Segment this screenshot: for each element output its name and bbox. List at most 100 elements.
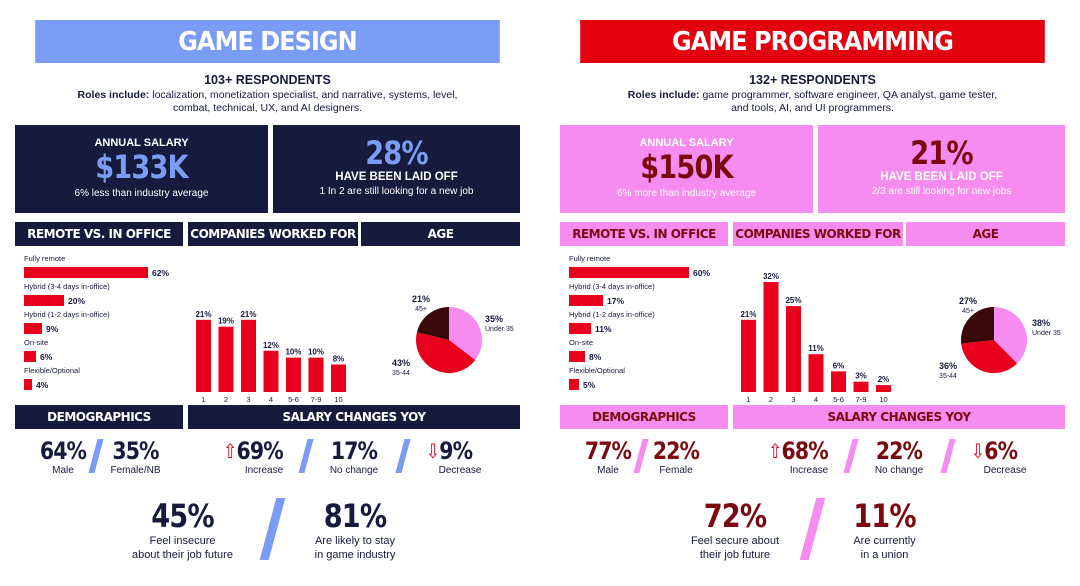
companies-bar [218, 326, 234, 392]
remote-bar-value: 8% [589, 351, 602, 362]
laid-off-card: 28% HAVE BEEN LAID OFF 1 In 2 are still … [273, 125, 520, 213]
companies-bar [786, 306, 801, 392]
remote-bar-value: 6% [40, 351, 53, 362]
remote-row: On-site 6% [24, 338, 189, 366]
laid-off-sub: 2/3 are still looking for new jobs [871, 186, 1012, 197]
age-slice-value: 43% [392, 358, 410, 368]
no-change-value: 17% [330, 437, 378, 465]
remote-row-label: Hybrid (1-2 days in-office) [24, 310, 110, 319]
remote-bar [569, 267, 689, 279]
remote-row: Fully remote 62% [24, 254, 189, 282]
age-slice-label: Under 35 [1032, 330, 1061, 337]
laid-off-value: 28% [365, 134, 428, 172]
companies-bar-label: 2% [878, 375, 890, 384]
companies-bar-label: 12% [263, 341, 279, 350]
roles-label: Roles include: [627, 89, 700, 101]
age-slice [961, 307, 994, 344]
companies-bar [808, 354, 824, 392]
union-membership: 11% Are currently in a union [822, 498, 947, 562]
companies-chart: 21%132%225%311%46%5-63%7-92%10or more [740, 272, 891, 402]
female-value: 22% [652, 437, 700, 465]
remote-row: Hybrid (3-4 days in-office) 17% [569, 282, 734, 310]
companies-header: COMPANIES WORKED FOR [733, 222, 903, 246]
remote-bar-value: 20% [68, 295, 86, 306]
companies-tick-label: 10 [879, 395, 887, 402]
roles-list: localization, monetization specialist, a… [149, 89, 458, 114]
female-label: Female [659, 465, 693, 476]
no-change-label: No change [874, 465, 924, 476]
companies-bar-label: 6% [833, 361, 845, 370]
demographics-header: DEMOGRAPHICS [560, 405, 728, 429]
male-label: Male [52, 465, 74, 476]
stay-label-2: in game industry [314, 549, 396, 561]
remote-bar [24, 323, 42, 335]
age-slice-label: 35-44 [392, 370, 410, 377]
salary-increase: ⇧68% Increase [758, 437, 838, 477]
no-change-value: 22% [875, 437, 923, 465]
demo-female: 22% Female [646, 437, 706, 477]
age-slice-value: 35% [485, 314, 503, 324]
increase-value: 69% [236, 437, 284, 465]
companies-bar [263, 350, 279, 392]
demographics-header: DEMOGRAPHICS [15, 405, 183, 429]
no-change-label: No change [329, 465, 379, 476]
salary-sub: 6% more than industry average [617, 188, 756, 199]
remote-bar [569, 323, 591, 335]
stay-label-1: Are likely to stay [314, 535, 396, 547]
arrow-down-icon: ⇩ [425, 439, 440, 463]
remote-header: REMOTE VS. IN OFFICE [560, 222, 728, 246]
decrease-label: Decrease [438, 465, 482, 476]
age-slice [961, 340, 1018, 373]
age-slice-value: 21% [412, 294, 430, 304]
age-slice-label: 35-44 [939, 373, 957, 380]
game-programming-panel: GAME PROGRAMMING 132+ RESPONDENTS Roles … [560, 20, 1065, 586]
roles-list: game programmer, software engineer, QA a… [699, 89, 998, 114]
age-slice [994, 307, 1027, 364]
laid-off-card: 21% HAVE BEEN LAID OFF 2/3 are still loo… [818, 125, 1065, 213]
companies-bar-label: 19% [218, 317, 234, 326]
companies-bar [241, 319, 256, 392]
companies-bar [876, 385, 891, 392]
salary-changes-header: SALARY CHANGES YOY [733, 405, 1065, 429]
secure-value: 72% [703, 497, 767, 535]
age-slice-label: 45+ [415, 306, 427, 313]
female-label: Female/NB [110, 465, 161, 476]
age-header: AGE [361, 222, 520, 246]
divider [259, 498, 286, 560]
salary-sub: 6% less than industry average [74, 188, 209, 199]
remote-row: Hybrid (1-2 days in-office) 9% [24, 310, 189, 338]
companies-tick-label: 2 [224, 395, 228, 402]
remote-row: Hybrid (1-2 days in-office) 11% [569, 310, 734, 338]
companies-tick-label: 5-6 [833, 395, 844, 402]
remote-row-label: Fully remote [569, 254, 611, 263]
insecure-label-2: about their job future [132, 549, 233, 561]
remote-row-label: On-site [569, 338, 594, 347]
companies-bar-label: 11% [808, 344, 824, 353]
increase-label: Increase [244, 465, 284, 476]
male-value: 64% [39, 437, 87, 465]
secure-label-1: Feel secure about [690, 535, 780, 547]
stay-value: 81% [323, 497, 387, 535]
remote-row: Flexible/Optional 5% [569, 366, 734, 394]
companies-bar [331, 364, 346, 392]
female-value: 35% [112, 437, 159, 465]
remote-row-label: Hybrid (3-4 days in-office) [24, 282, 110, 291]
decrease-label: Decrease [983, 465, 1027, 476]
decrease-value: 6% [984, 437, 1018, 465]
companies-bar [741, 319, 756, 392]
panel-title: GAME PROGRAMMING [580, 20, 1045, 63]
companies-bar-label: 10% [308, 348, 324, 357]
remote-row: On-site 8% [569, 338, 734, 366]
male-value: 77% [584, 437, 632, 465]
roles-text: Roles include: localization, monetizatio… [78, 89, 458, 115]
companies-tick-label: 5-6 [288, 395, 299, 402]
remote-row-label: Hybrid (3-4 days in-office) [569, 282, 655, 291]
companies-bar [831, 371, 846, 392]
male-label: Male [597, 465, 619, 476]
remote-row-label: Flexible/Optional [569, 366, 625, 375]
remote-bar-value: 4% [36, 379, 49, 390]
salary-changes-header: SALARY CHANGES YOY [188, 405, 520, 429]
remote-row-label: Hybrid (1-2 days in-office) [569, 310, 655, 319]
companies-bar-label: 32% [763, 272, 779, 281]
laid-off-value: 21% [910, 134, 973, 172]
